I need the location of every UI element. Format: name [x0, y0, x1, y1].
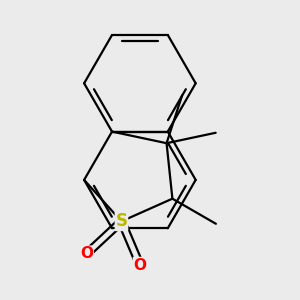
- Text: O: O: [134, 257, 146, 272]
- Text: S: S: [116, 212, 128, 230]
- Text: O: O: [80, 246, 93, 261]
